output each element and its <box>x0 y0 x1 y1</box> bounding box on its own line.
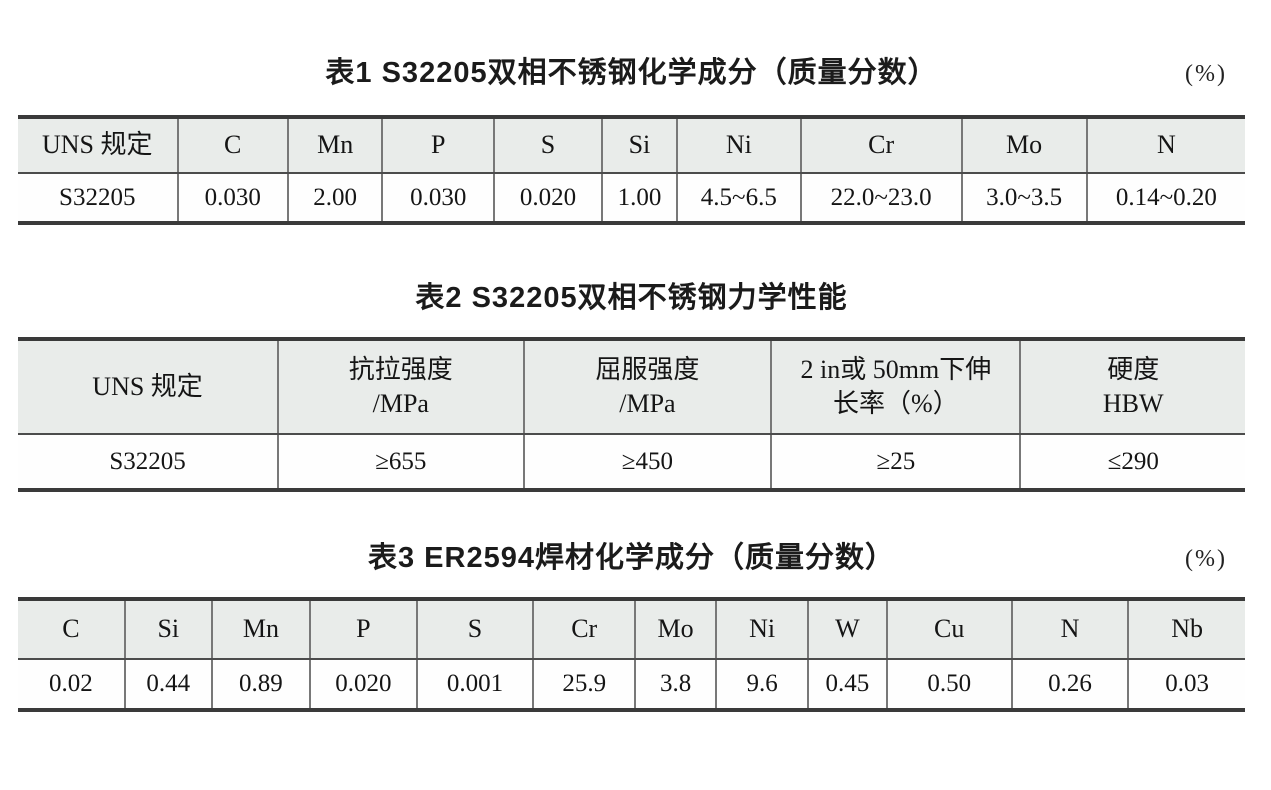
column-header: S <box>493 117 603 174</box>
column-header: Mn <box>286 117 383 174</box>
table2-section: 表2 S32205双相不锈钢力学性能 UNS 规定 抗拉强度 /MPa 屈服强度 /… <box>18 280 1245 492</box>
table-row: S32205 ≥655 ≥450 ≥25 ≤290 <box>18 434 1245 490</box>
column-header: Si <box>123 599 212 660</box>
table-cell: S32205 <box>18 434 279 490</box>
table-cell: 2.00 <box>286 173 383 223</box>
mechanical-properties-table-s32205: UNS 规定 抗拉强度 /MPa 屈服强度 /MPa 2 in或 50mm下伸 长率（… <box>18 337 1245 492</box>
column-header: 2 in或 50mm下伸 长率（%） <box>770 339 1021 435</box>
table1-title-row: 表1 S32205双相不锈钢化学成分（质量分数） (%) <box>18 55 1245 91</box>
column-header: Mo <box>634 599 717 660</box>
column-header: Ni <box>675 117 801 174</box>
table-cell: 22.0~23.0 <box>799 173 962 223</box>
table-cell: 0.03 <box>1127 659 1245 710</box>
table-cell: 0.02 <box>18 659 125 710</box>
table-cell: 0.030 <box>176 173 288 223</box>
table-cell: 0.030 <box>381 173 495 223</box>
table1-section: 表1 S32205双相不锈钢化学成分（质量分数） (%) UNS 规定 C Mn P S… <box>18 55 1245 225</box>
table2-title-row: 表2 S32205双相不锈钢力学性能 <box>18 280 1245 316</box>
table-cell: 9.6 <box>715 659 809 710</box>
column-header: Cr <box>799 117 962 174</box>
table-cell: 0.44 <box>123 659 212 710</box>
table-cell: 0.45 <box>807 659 887 710</box>
table-cell: ≥655 <box>277 434 524 490</box>
column-header: C <box>18 599 125 660</box>
column-header: W <box>807 599 887 660</box>
table2-caption: 表2 S32205双相不锈钢力学性能 <box>415 282 848 314</box>
table-cell: 3.8 <box>634 659 717 710</box>
column-header: 硬度 HBW <box>1019 339 1245 435</box>
table-cell: S32205 <box>18 173 178 223</box>
column-header: Nb <box>1127 599 1245 660</box>
table-cell: 4.5~6.5 <box>675 173 801 223</box>
column-header: P <box>381 117 495 174</box>
column-header: 屈服强度 /MPa <box>522 339 772 435</box>
column-header: S <box>415 599 534 660</box>
column-header: Mo <box>960 117 1087 174</box>
table-row: S32205 0.030 2.00 0.030 0.020 1.00 4.5~6.5 22.0… <box>18 173 1245 223</box>
table-cell: 0.020 <box>309 659 417 710</box>
table3-title-row: 表3 ER2594焊材化学成分（质量分数） (%) <box>18 540 1245 576</box>
table3-caption: 表3 ER2594焊材化学成分（质量分数） <box>368 542 895 574</box>
table-cell: 0.020 <box>493 173 603 223</box>
table-cell: 0.14~0.20 <box>1085 173 1245 223</box>
column-header: Cu <box>885 599 1012 660</box>
table-cell: 1.00 <box>601 173 677 223</box>
table-cell: 0.26 <box>1010 659 1129 710</box>
column-header: UNS 规定 <box>18 117 178 174</box>
header-row: UNS 规定 C Mn P S Si Ni Cr Mo N <box>18 117 1245 174</box>
column-header: Si <box>601 117 677 174</box>
header-row: UNS 规定 抗拉强度 /MPa 屈服强度 /MPa 2 in或 50mm下伸 长率（… <box>18 339 1245 435</box>
column-header: Mn <box>210 599 310 660</box>
header-row: C Si Mn P S Cr Mo Ni W Cu N Nb <box>18 599 1245 660</box>
table1-unit-label: (%) <box>1185 61 1227 87</box>
table1-caption: 表1 S32205双相不锈钢化学成分（质量分数） <box>325 57 938 89</box>
column-header: N <box>1010 599 1129 660</box>
column-header: P <box>309 599 417 660</box>
table-cell: 3.0~3.5 <box>960 173 1087 223</box>
column-header: 抗拉强度 /MPa <box>277 339 524 435</box>
table3-section: 表3 ER2594焊材化学成分（质量分数） (%) C Si Mn P S Cr Mo Ni W… <box>18 540 1245 712</box>
chemical-composition-table-s32205: UNS 规定 C Mn P S Si Ni Cr Mo N S32205 0.030 2.00 0.030… <box>18 115 1245 225</box>
document-page: 表1 S32205双相不锈钢化学成分（质量分数） (%) UNS 规定 C Mn P S… <box>18 55 1245 712</box>
column-header: Cr <box>532 599 636 660</box>
table-cell: ≥450 <box>522 434 772 490</box>
table-cell: 25.9 <box>532 659 636 710</box>
table-cell: 0.89 <box>210 659 310 710</box>
column-header: UNS 规定 <box>18 339 279 435</box>
table-row: 0.02 0.44 0.89 0.020 0.001 25.9 3.8 9.6 0.45 0.50… <box>18 659 1245 710</box>
column-header: Ni <box>715 599 809 660</box>
chemical-composition-table-er2594: C Si Mn P S Cr Mo Ni W Cu N Nb 0.02 0.44 0.89 0.020 0.00… <box>18 597 1245 712</box>
column-header: N <box>1085 117 1245 174</box>
table-cell: ≥25 <box>770 434 1021 490</box>
table3-unit-label: (%) <box>1185 546 1227 572</box>
column-header: C <box>176 117 288 174</box>
table-cell: 0.001 <box>415 659 534 710</box>
table-cell: 0.50 <box>885 659 1012 710</box>
table-cell: ≤290 <box>1019 434 1245 490</box>
